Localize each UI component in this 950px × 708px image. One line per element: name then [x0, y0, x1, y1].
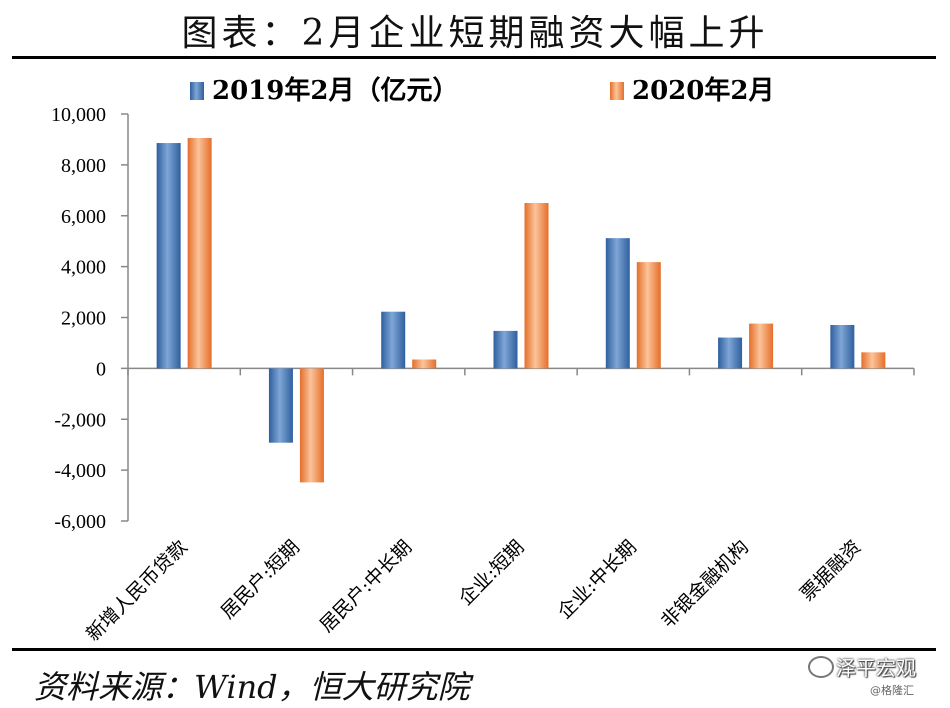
legend-swatch-1	[610, 82, 624, 100]
bar-2020	[299, 368, 324, 483]
wechat-icon	[808, 656, 834, 678]
y-tick-label: 0	[96, 358, 106, 380]
y-tick-label: 8,000	[61, 155, 106, 177]
bar-2019	[493, 330, 518, 369]
bar-2020	[187, 137, 212, 369]
y-tick-label: -4,000	[54, 460, 106, 482]
watermark: 泽平宏观 @格隆汇	[808, 652, 938, 702]
legend-label-0: 2019年2月（亿元）	[212, 75, 458, 106]
x-category-label: 居民户:中长期	[316, 536, 417, 637]
chart-axes: 10,000 8,000 6,000 4,000 2,000 0 -2,000 -4,000 -…	[51, 104, 915, 533]
y-tick-label: 6,000	[61, 206, 106, 228]
legend-label-1: 2020年2月	[632, 75, 774, 106]
bar-2020	[524, 203, 549, 369]
x-category-label: 企业:中长期	[554, 536, 641, 623]
bar-2020	[412, 359, 437, 369]
bar-2019	[381, 311, 406, 369]
chart-bars	[156, 137, 886, 483]
x-category-label: 居民户:短期	[217, 536, 304, 623]
y-tick-label: 10,000	[51, 104, 106, 126]
bar-2019	[268, 368, 293, 443]
title-divider	[12, 56, 936, 59]
bar-2019	[830, 325, 855, 369]
chart-legend: 2019年2月（亿元） 2020年2月	[190, 75, 774, 106]
y-tick-label: 4,000	[61, 257, 106, 279]
page-title: 图表：2月企业短期融资大幅上升	[181, 13, 769, 54]
chart-category-labels: 新增人民币贷款 居民户:短期 居民户:中长期 企业:短期 企业:中长期 非银金融机构 票据融…	[82, 536, 865, 646]
x-category-label: 票据融资	[796, 536, 865, 605]
y-tick-label: -2,000	[54, 409, 106, 431]
source-divider	[12, 648, 936, 651]
bar-2020	[861, 352, 886, 369]
bar-2020	[749, 323, 774, 369]
source-note: 资料来源：Wind，恒大研究院	[34, 668, 470, 706]
bar-2019	[718, 337, 743, 369]
y-tick-label: -6,000	[54, 511, 106, 533]
bar-2020	[636, 262, 661, 369]
watermark-handle: @格隆汇	[870, 684, 914, 697]
watermark-name: 泽平宏观	[836, 656, 916, 680]
x-category-label: 企业:短期	[455, 536, 529, 610]
x-category-label: 非银金融机构	[657, 536, 753, 632]
x-category-label: 新增人民币贷款	[82, 536, 192, 646]
bar-2019	[605, 238, 630, 369]
legend-swatch-0	[190, 82, 204, 100]
bar-2019	[156, 143, 181, 369]
y-tick-label: 2,000	[61, 308, 106, 330]
